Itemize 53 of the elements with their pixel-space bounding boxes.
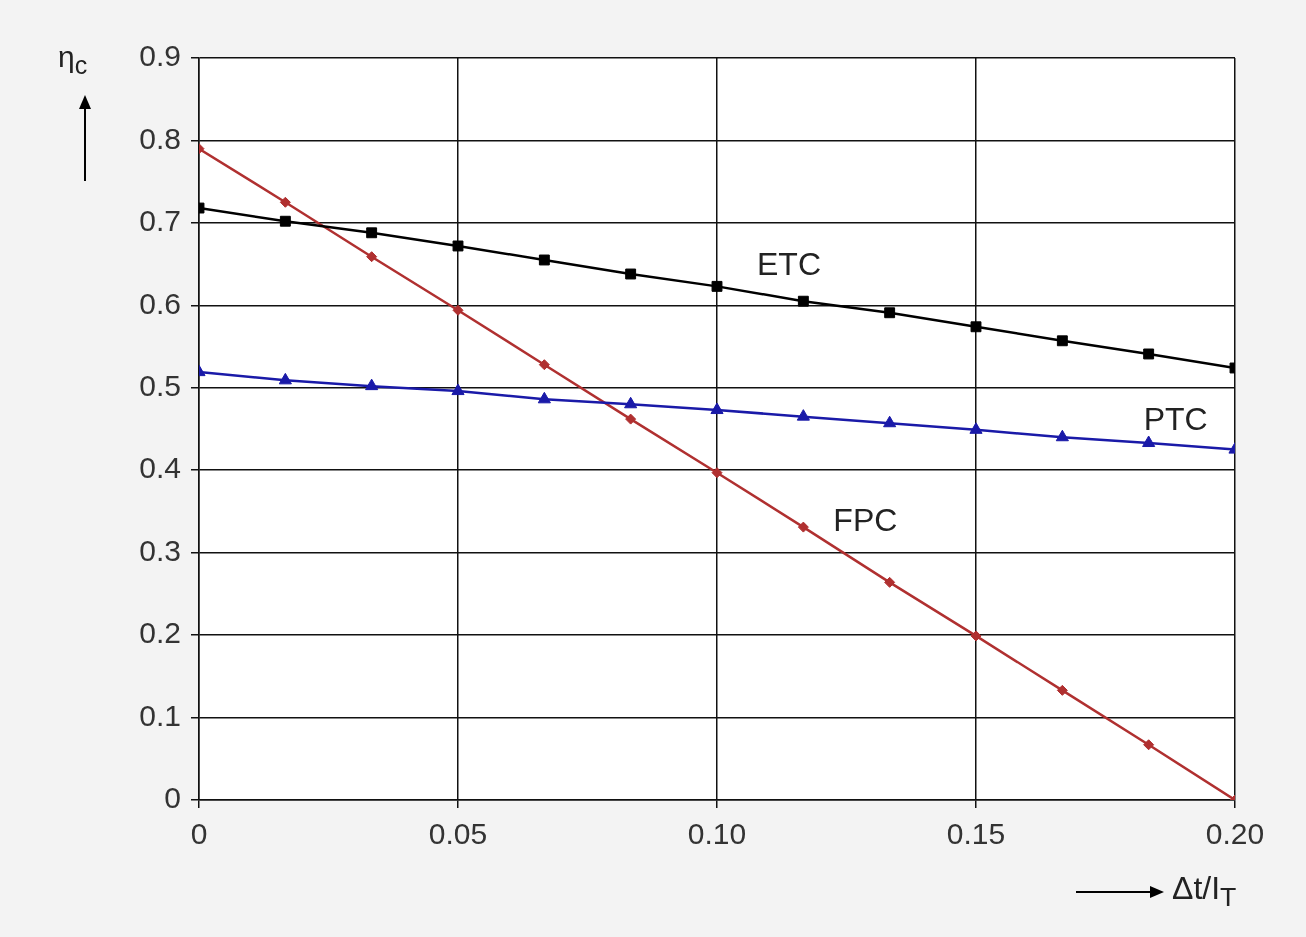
point [797, 521, 809, 533]
point [537, 391, 551, 404]
point [969, 422, 983, 434]
point [1142, 435, 1156, 448]
point [1056, 335, 1068, 347]
point [1143, 348, 1155, 360]
y-tick-label: 0.8 [139, 121, 181, 155]
point [1143, 739, 1155, 751]
x-tick-label: 0.10 [687, 817, 747, 851]
point [797, 295, 809, 307]
point [625, 268, 637, 280]
y-tick-label: 0.2 [139, 616, 181, 650]
point [279, 196, 291, 208]
x-tick-label: 0.05 [428, 817, 488, 851]
x-tick-label: 0 [190, 817, 208, 851]
series-label: PTC [1143, 400, 1208, 437]
point [366, 251, 378, 263]
point [451, 383, 465, 396]
y-axis-title: η$_{c}$ [58, 40, 88, 80]
point [366, 227, 378, 239]
point [625, 413, 637, 425]
y-tick-label: 0 [164, 781, 181, 815]
y-tick-label: 0.6 [139, 286, 181, 320]
y-tick-label: 0.7 [139, 204, 181, 238]
x-axis-title: Δt/I$_{T}$ [1172, 870, 1237, 914]
point [884, 576, 896, 588]
point [452, 304, 464, 316]
series-label: ETC [757, 246, 821, 283]
point [1056, 684, 1068, 696]
point [452, 240, 464, 252]
series-label: FPC [833, 501, 898, 538]
x-tick-label: 0.20 [1205, 817, 1265, 851]
point [711, 467, 723, 479]
point [883, 415, 897, 428]
point [710, 402, 724, 415]
point [624, 396, 638, 409]
y-tick-label: 0.9 [139, 39, 181, 73]
x-tick-label: 0.15 [946, 817, 1006, 851]
point [711, 280, 723, 292]
point [278, 372, 292, 385]
point [1055, 429, 1069, 442]
y-tick-label: 0.1 [139, 698, 181, 732]
point [538, 254, 550, 266]
point [970, 321, 982, 333]
y-tick-label: 0.5 [139, 369, 181, 403]
point [538, 359, 550, 371]
point [970, 630, 982, 642]
y-tick-label: 0.3 [139, 533, 181, 567]
point [279, 215, 291, 227]
y-tick-label: 0.4 [139, 451, 181, 485]
point [365, 378, 379, 391]
point [796, 409, 810, 421]
point [884, 307, 896, 319]
